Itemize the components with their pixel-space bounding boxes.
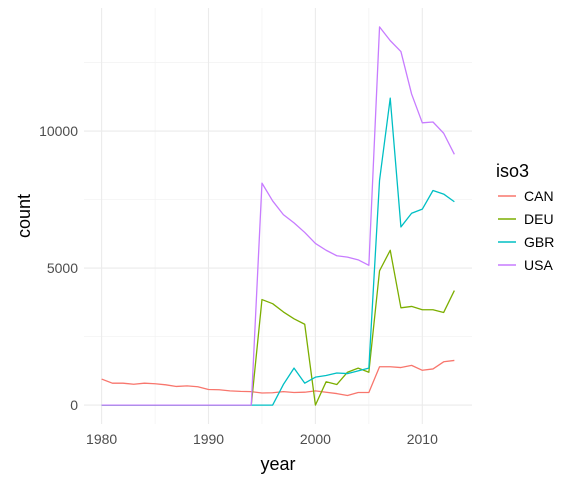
x-tick-label: 1990 — [193, 431, 224, 447]
series-line-can — [101, 359, 455, 397]
x-tick-label: 1980 — [86, 431, 117, 447]
x-axis-ticks: 1980 1990 2000 2010 — [86, 431, 438, 447]
series-line-usa — [101, 26, 455, 406]
series-line-gbr — [101, 97, 455, 406]
series-line-deu — [101, 249, 455, 406]
legend: iso3 CAN DEU GBR USA — [496, 161, 554, 273]
legend-label-can: CAN — [524, 188, 554, 204]
y-tick-label: 10000 — [39, 123, 78, 139]
x-tick-label: 2010 — [407, 431, 438, 447]
legend-label-usa: USA — [524, 257, 553, 273]
legend-label-deu: DEU — [524, 211, 554, 227]
y-tick-label: 5000 — [47, 260, 78, 276]
y-tick-label: 0 — [70, 397, 78, 413]
grid — [84, 8, 472, 424]
legend-title: iso3 — [496, 161, 529, 181]
x-tick-label: 2000 — [300, 431, 331, 447]
x-axis-title: year — [260, 454, 295, 474]
legend-label-gbr: GBR — [524, 234, 554, 250]
y-axis-ticks: 0 5000 10000 — [39, 123, 78, 413]
series-lines — [101, 26, 455, 406]
y-axis-title: count — [14, 194, 34, 238]
